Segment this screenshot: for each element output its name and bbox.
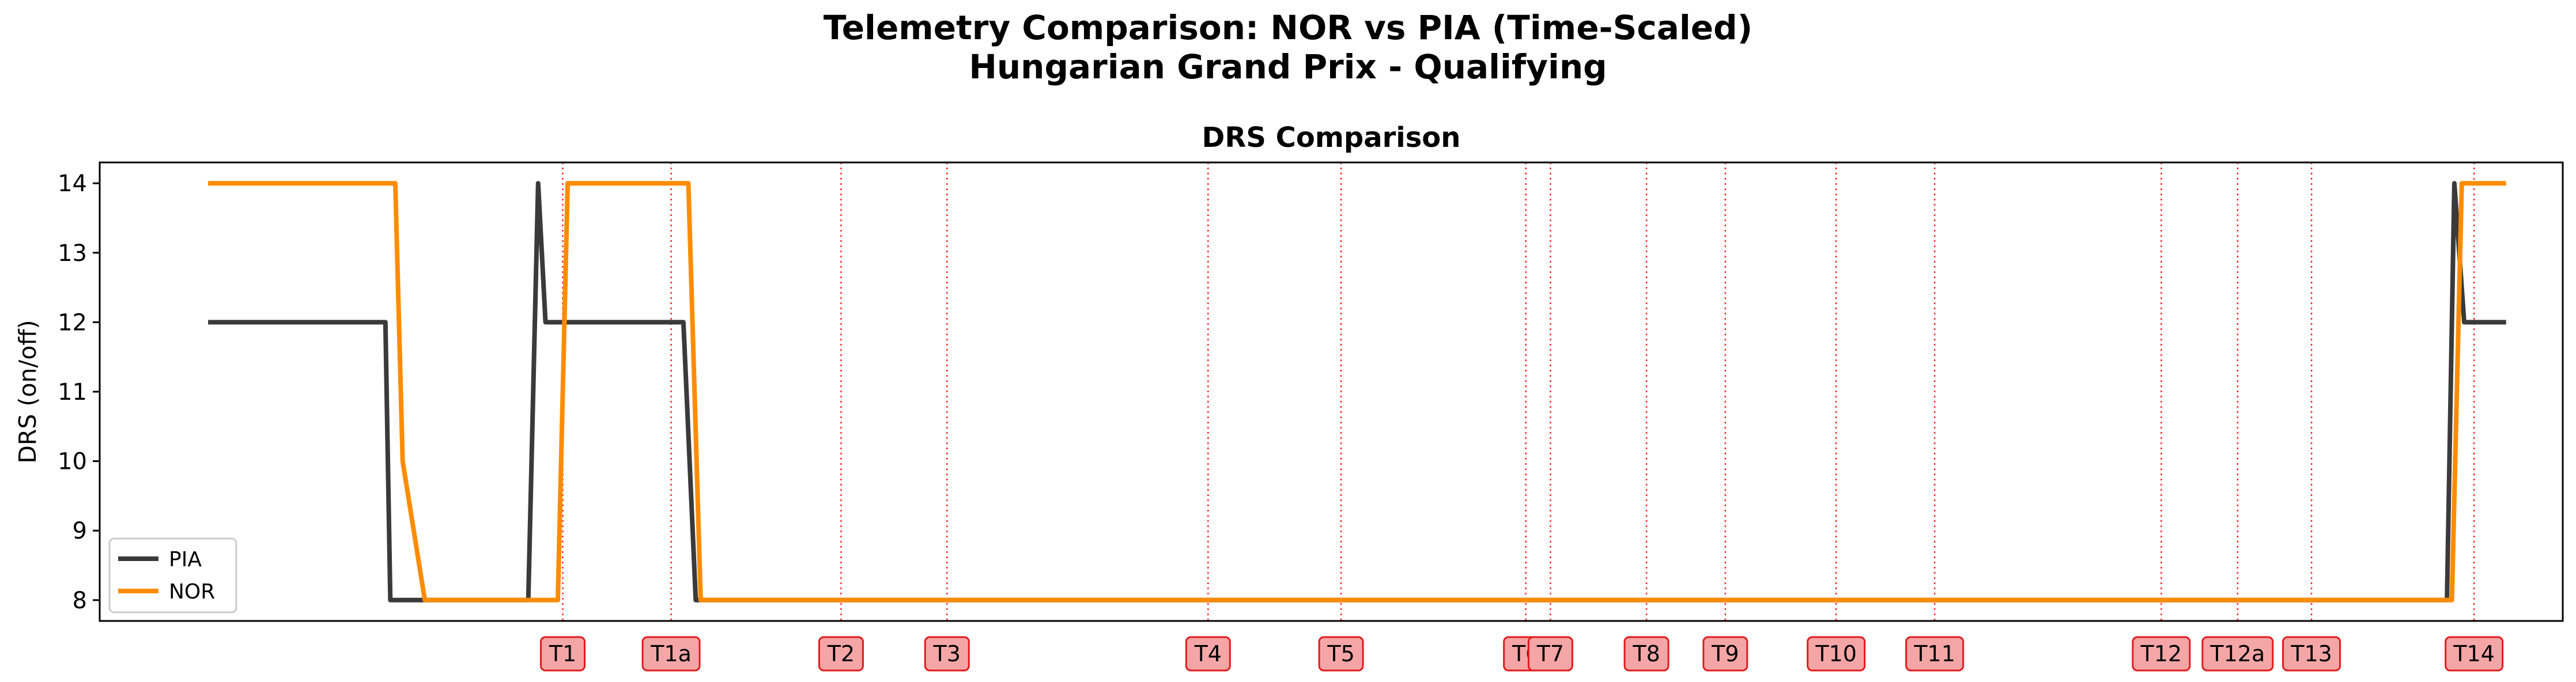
corner-label-t10: T10 — [1815, 641, 1857, 666]
corner-box-t11 — [1905, 636, 1965, 672]
series-line-pia — [208, 181, 2506, 603]
corner-box-t1a — [641, 636, 701, 672]
corner-lines — [562, 162, 2475, 621]
corner-label-t12a: T12a — [2209, 641, 2265, 666]
corner-label-t5: T5 — [1327, 641, 1354, 666]
corner-box-t5 — [1318, 636, 1364, 672]
corner-label-t7: T7 — [1536, 641, 1564, 666]
y-axis: 8 9 10 11 12 13 14 — [58, 170, 100, 614]
legend-label-pia: PIA — [169, 548, 202, 571]
corner-label-t12: T12 — [2140, 641, 2182, 666]
corner-box-t4 — [1185, 636, 1231, 672]
corner-label-t13: T13 — [2290, 641, 2332, 666]
corner-label-t3: T3 — [933, 641, 961, 666]
y-tick-label-11: 11 — [58, 379, 87, 406]
chart-title: DRS Comparison — [1202, 122, 1461, 154]
y-tick-label-13: 13 — [58, 240, 87, 267]
corner-label-t1a: T1a — [650, 641, 692, 666]
series-lines — [208, 181, 2506, 603]
figure-title-line1: Telemetry Comparison: NOR vs PIA (Time-S… — [823, 8, 1753, 47]
corner-box-t14 — [2445, 636, 2504, 672]
corner-box-t2 — [818, 636, 864, 672]
figure-title-line2: Hungarian Grand Prix - Qualifying — [969, 47, 1607, 86]
y-axis-label: DRS (on/off) — [14, 320, 41, 463]
corner-label-t8: T8 — [1632, 641, 1660, 666]
y-tick-label-8: 8 — [73, 588, 87, 614]
corner-label-t11: T11 — [1913, 641, 1955, 666]
corner-label-t9: T9 — [1711, 641, 1739, 666]
corner-box-t10 — [1807, 636, 1866, 672]
figure-title: Telemetry Comparison: NOR vs PIA (Time-S… — [0, 8, 2576, 86]
plot-frame — [99, 161, 2564, 622]
corner-box-t7 — [1527, 636, 1573, 672]
y-tick-label-12: 12 — [58, 309, 87, 336]
y-tick-label-14: 14 — [58, 170, 87, 197]
legend-label-nor: NOR — [169, 580, 215, 604]
corner-box-t13 — [2282, 636, 2341, 672]
corner-label-t1: T1 — [549, 641, 576, 666]
y-tick-label-10: 10 — [58, 449, 87, 475]
corner-label-t4: T4 — [1194, 641, 1222, 666]
corner-box-t9 — [1702, 636, 1748, 672]
legend: PIA NOR — [108, 537, 237, 613]
corner-box-t8 — [1623, 636, 1670, 672]
corner-box-t12a — [2201, 636, 2274, 672]
corner-label-t2: T2 — [827, 641, 855, 666]
corner-box-t1 — [540, 636, 586, 672]
series-line-nor — [208, 181, 2506, 603]
y-tick-label-9: 9 — [73, 518, 87, 544]
corner-box-t12 — [2132, 636, 2191, 672]
corner-box-t3 — [924, 636, 970, 672]
corner-label-t14: T14 — [2453, 641, 2495, 666]
